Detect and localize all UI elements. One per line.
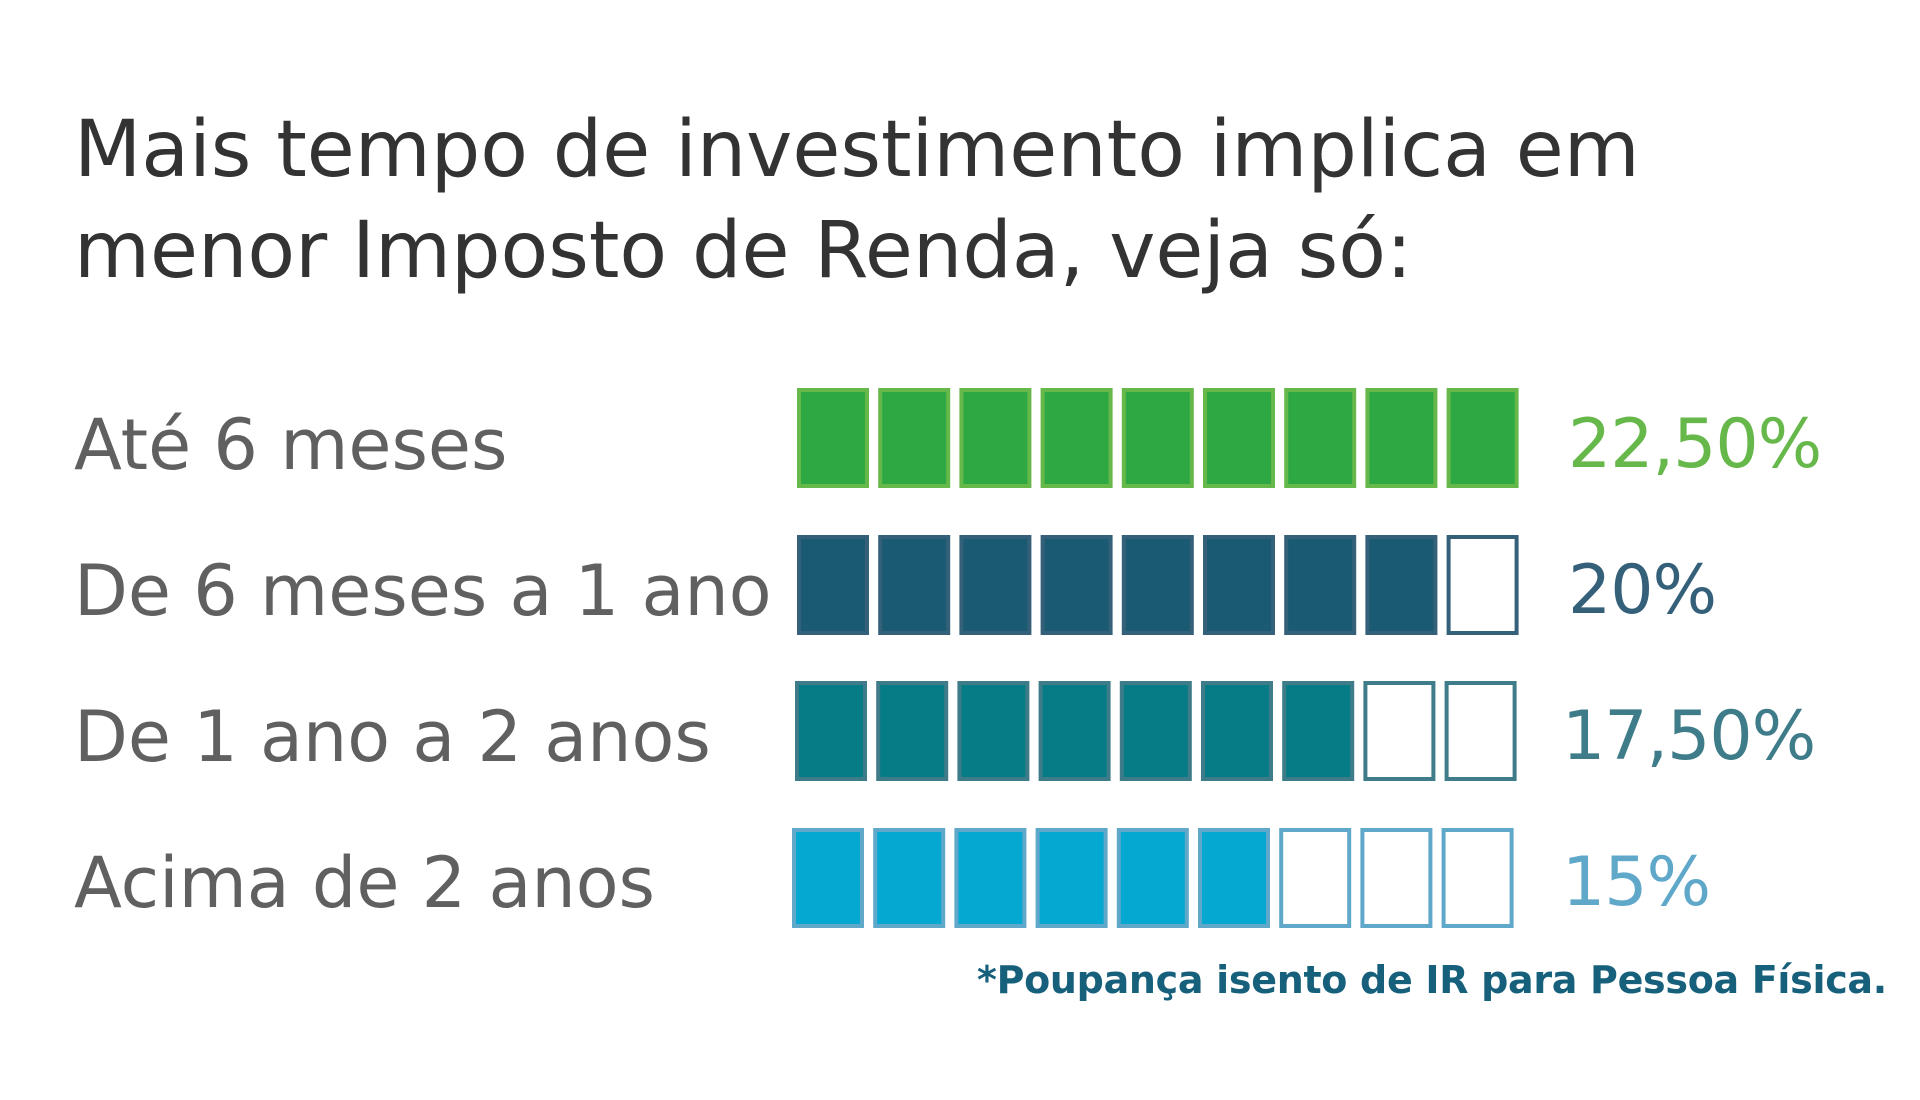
bar-fill-1-3 [1042, 537, 1111, 633]
bar-cell-1-3 [1040, 535, 1113, 635]
bar-cell-1-4 [1121, 535, 1194, 635]
chart-title: Mais tempo de investimento implica em me… [74, 100, 1774, 302]
bar-cell-0-5 [1203, 388, 1275, 488]
bar-row-1 [797, 535, 1519, 635]
bar-fill-3-5 [1200, 830, 1268, 926]
bar-row-0 [797, 388, 1519, 488]
bar-fill-0-0 [799, 390, 867, 486]
bar-cell-0-8 [1446, 388, 1519, 488]
bar-fill-2-4 [1121, 683, 1190, 779]
bar-cell-0-3 [1040, 388, 1113, 488]
bar-cell-2-1 [876, 681, 949, 781]
bar-cell-2-5 [1201, 681, 1273, 781]
value-label-15: 15% [1562, 843, 1711, 922]
bar-fill-0-2 [961, 390, 1030, 486]
bar-fill-2-2 [959, 683, 1028, 779]
value-label-22-50: 22,50% [1568, 405, 1822, 484]
bar-fill-1-0 [799, 537, 867, 633]
bar-fill-1-1 [880, 537, 949, 633]
bar-fill-1-6 [1286, 537, 1355, 633]
bar-fill-2-6 [1284, 683, 1353, 779]
category-label-acima-2-anos: Acima de 2 anos [74, 842, 656, 924]
bar-cell-0-0 [797, 388, 869, 488]
bar-fill-0-1 [880, 390, 949, 486]
bar-cell-1-0 [797, 535, 869, 635]
bar-cell-3-3 [1035, 828, 1108, 928]
bar-fill-0-6 [1286, 390, 1355, 486]
chart-title-line-1: Mais tempo de investimento implica em [74, 105, 1640, 195]
bar-cell-1-6 [1284, 535, 1357, 635]
bar-cell-2-7 [1363, 681, 1436, 781]
bar-row-3 [792, 828, 1514, 928]
bar-cell-0-7 [1365, 388, 1438, 488]
bar-fill-0-8 [1448, 390, 1517, 486]
bar-cell-3-8 [1441, 828, 1514, 928]
bar-cell-3-6 [1279, 828, 1352, 928]
bar-cell-1-1 [878, 535, 951, 635]
category-label-1-a-2-anos: De 1 ano a 2 anos [74, 696, 711, 778]
value-label-17-50: 17,50% [1562, 697, 1816, 776]
bar-cell-1-7 [1365, 535, 1438, 635]
bar-cell-1-8 [1446, 535, 1519, 635]
bar-cell-3-5 [1198, 828, 1270, 928]
bar-fill-2-5 [1203, 683, 1271, 779]
bar-cell-0-1 [878, 388, 951, 488]
bar-cell-0-6 [1284, 388, 1357, 488]
bar-cell-2-0 [795, 681, 867, 781]
bar-fill-3-1 [875, 830, 944, 926]
bar-cell-2-4 [1119, 681, 1192, 781]
bar-fill-2-0 [797, 683, 865, 779]
bar-fill-1-5 [1205, 537, 1273, 633]
bar-fill-0-5 [1205, 390, 1273, 486]
bar-fill-2-1 [878, 683, 947, 779]
bar-cell-2-6 [1282, 681, 1355, 781]
bar-cell-2-3 [1038, 681, 1111, 781]
bar-fill-0-3 [1042, 390, 1111, 486]
bar-fill-1-7 [1367, 537, 1436, 633]
bar-cell-2-8 [1444, 681, 1517, 781]
value-label-20: 20% [1568, 551, 1717, 630]
bar-cell-0-4 [1121, 388, 1194, 488]
bar-fill-1-2 [961, 537, 1030, 633]
bar-cell-3-2 [954, 828, 1027, 928]
bar-cell-3-0 [792, 828, 864, 928]
bar-fill-3-0 [794, 830, 862, 926]
category-label-ate-6-meses: Até 6 meses [74, 404, 508, 486]
bar-fill-3-3 [1037, 830, 1106, 926]
bar-fill-3-2 [956, 830, 1025, 926]
chart-title-line-2: menor Imposto de Renda, veja só: [74, 206, 1413, 296]
bar-row-2 [795, 681, 1517, 781]
bar-cell-2-2 [957, 681, 1030, 781]
category-label-6-meses-a-1-ano: De 6 meses a 1 ano [74, 550, 772, 632]
bar-cell-0-2 [959, 388, 1032, 488]
bar-cell-1-2 [959, 535, 1032, 635]
bar-fill-0-7 [1367, 390, 1436, 486]
bar-cell-3-7 [1360, 828, 1433, 928]
bar-fill-2-3 [1040, 683, 1109, 779]
bar-fill-1-4 [1123, 537, 1192, 633]
bar-cell-1-5 [1203, 535, 1275, 635]
bar-fill-0-4 [1123, 390, 1192, 486]
bar-fill-3-4 [1118, 830, 1187, 926]
bar-cell-3-4 [1116, 828, 1189, 928]
bar-cell-3-1 [873, 828, 946, 928]
footnote: *Poupança isento de IR para Pessoa Físic… [977, 958, 1887, 1002]
